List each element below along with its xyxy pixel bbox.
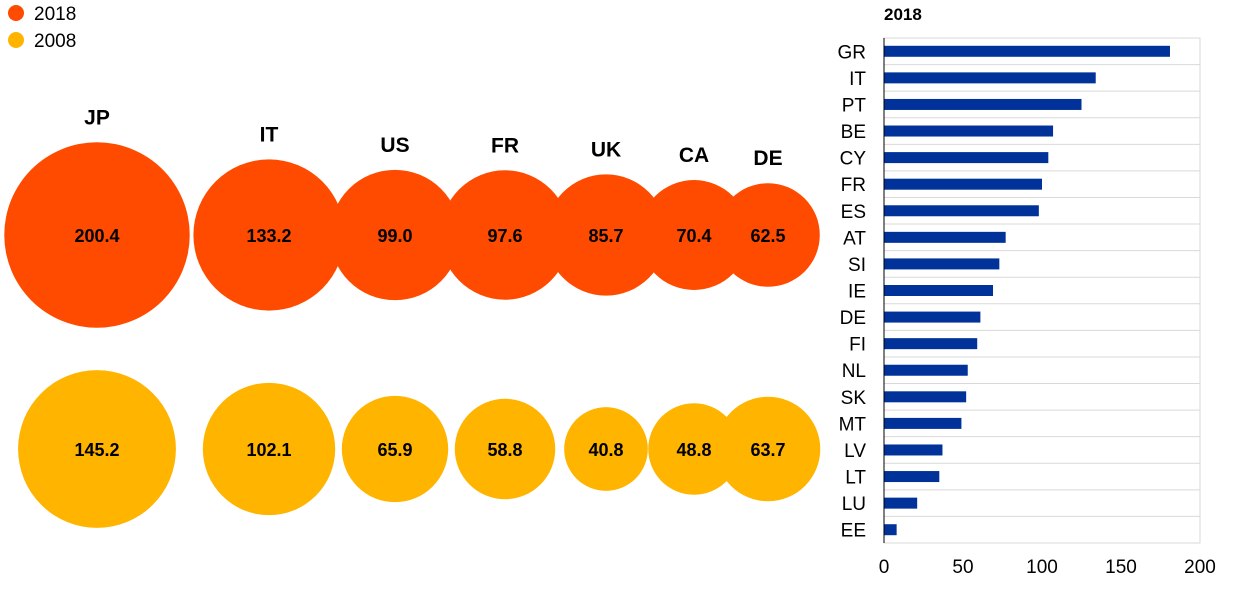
bubble-chart: JP 200.4 145.2 IT 133.2 102.1 US 99.0 65.9 FR 97.6…: [4, 106, 821, 528]
bubble-value-2008-DE: 63.7: [750, 440, 785, 460]
bubble-2018-DE: [716, 183, 820, 287]
bubble-2008-IT: [202, 382, 336, 516]
bar-NL: [884, 364, 968, 376]
bar-IE: [884, 285, 994, 296]
x-tick-label-100: 100: [1026, 557, 1058, 578]
bubble-2008-US: [341, 395, 449, 503]
legend-marker-2018: [8, 5, 24, 21]
bar-category-label-PT: PT: [842, 95, 867, 116]
bubble-value-2018-UK: 85.7: [588, 226, 623, 246]
bar-FR: [884, 178, 1042, 190]
x-tick-label-200: 200: [1184, 557, 1216, 578]
legend: 2018 2008: [8, 4, 76, 52]
bubble-2018-FR: [440, 170, 570, 300]
bubble-2008-FR: [454, 398, 556, 500]
category-label-US: US: [380, 134, 409, 157]
bar-category-label-EE: EE: [841, 521, 866, 542]
category-label-UK: UK: [591, 138, 621, 161]
bar-FI: [884, 338, 978, 350]
bar-GR: [884, 45, 1170, 57]
bubble-value-2008-FR: 58.8: [487, 440, 522, 460]
bar-category-label-ES: ES: [841, 202, 866, 223]
bar-AT: [884, 231, 1006, 243]
bar-category-label-AT: AT: [843, 228, 866, 249]
legend-marker-2008: [8, 32, 24, 48]
bubble-2008-CA: [648, 403, 740, 495]
bar-category-label-IE: IE: [848, 282, 866, 303]
bar-chart: 2018 GR IT PT BE CY FR ES AT SI IE DE FI NL SK MT LV LT L…: [838, 5, 1216, 578]
bar-category-label-CY: CY: [840, 149, 867, 170]
bar-CY: [884, 152, 1049, 164]
bubble-value-2008-CA: 48.8: [676, 440, 711, 460]
bar-category-label-SK: SK: [841, 388, 867, 409]
bubble-2008-JP: [18, 370, 176, 528]
bar-LU: [884, 497, 918, 509]
bar-LT: [884, 471, 940, 483]
bar-BE: [884, 125, 1054, 137]
category-label-IT: IT: [260, 123, 279, 146]
x-tick-label-150: 150: [1105, 557, 1137, 578]
bubble-value-2008-IT: 102.1: [246, 440, 291, 460]
bar-category-label-FR: FR: [841, 175, 866, 196]
bubble-value-2018-DE: 62.5: [750, 226, 785, 246]
legend-label-2008: 2008: [34, 31, 76, 52]
bubble-value-2018-JP: 200.4: [74, 226, 119, 246]
bubble-value-2018-FR: 97.6: [487, 226, 522, 246]
x-tick-label-50: 50: [952, 557, 973, 578]
bar-MT: [884, 417, 962, 429]
bubble-2018-CA: [639, 180, 749, 290]
bubble-2018-JP: [4, 142, 190, 328]
bar-category-label-BE: BE: [841, 122, 866, 143]
bubble-value-2008-US: 65.9: [377, 440, 412, 460]
bar-DE: [884, 311, 981, 323]
bar-category-label-MT: MT: [839, 414, 867, 435]
bubble-2018-IT: [193, 159, 345, 311]
bar-category-label-LT: LT: [845, 468, 866, 489]
bubble-value-2018-IT: 133.2: [246, 226, 291, 246]
bar-category-label-GR: GR: [838, 42, 867, 63]
bar-category-label-FI: FI: [849, 335, 866, 356]
bar-category-label-IT: IT: [849, 69, 866, 90]
bar-ES: [884, 205, 1039, 217]
bubble-value-2018-CA: 70.4: [676, 226, 711, 246]
bar-chart-title: 2018: [884, 5, 922, 24]
category-label-CA: CA: [679, 144, 709, 167]
bubble-2018-UK: [545, 174, 667, 296]
bubble-2008-UK: [564, 407, 648, 491]
category-label-JP: JP: [84, 106, 110, 129]
bubble-value-2018-US: 99.0: [377, 226, 412, 246]
bar-category-label-NL: NL: [842, 361, 866, 382]
bubble-value-2008-JP: 145.2: [74, 440, 119, 460]
bar-PT: [884, 98, 1082, 110]
bar-category-label-LU: LU: [842, 494, 866, 515]
bubble-value-2008-UK: 40.8: [588, 440, 623, 460]
bubble-2018-US: [329, 169, 461, 301]
bar-IT: [884, 72, 1096, 84]
legend-label-2018: 2018: [34, 4, 76, 25]
bar-category-label-SI: SI: [848, 255, 866, 276]
x-tick-label-0: 0: [879, 557, 890, 578]
bar-SI: [884, 258, 1000, 270]
bar-EE: [884, 524, 897, 536]
bubble-2008-DE: [715, 396, 821, 502]
category-label-DE: DE: [753, 147, 782, 170]
bar-LV: [884, 444, 943, 456]
bar-category-label-DE: DE: [840, 308, 866, 329]
bar-category-label-LV: LV: [844, 441, 866, 462]
category-label-FR: FR: [491, 134, 519, 157]
bar-SK: [884, 391, 967, 403]
